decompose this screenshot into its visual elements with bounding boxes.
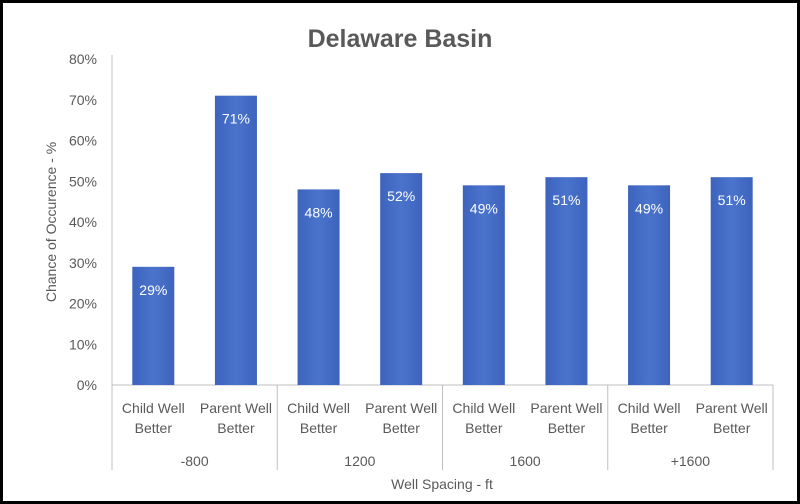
category-label: Better <box>548 420 586 436</box>
category-label: Better <box>465 420 503 436</box>
y-tick-label: 70% <box>69 92 97 108</box>
chart-title: Delaware Basin <box>308 25 493 53</box>
data-label: 29% <box>139 282 167 298</box>
group-label: 1600 <box>510 453 541 469</box>
y-tick-label: 30% <box>69 255 97 271</box>
category-label: Child Well <box>618 400 681 416</box>
y-tick-label: 60% <box>69 133 97 149</box>
data-label: 52% <box>387 188 415 204</box>
category-label: Better <box>300 420 338 436</box>
data-label: 71% <box>222 111 250 127</box>
category-label: Child Well <box>452 400 515 416</box>
category-label: Parent Well <box>365 400 437 416</box>
y-tick-label: 80% <box>69 51 97 67</box>
category-label: Parent Well <box>696 400 768 416</box>
data-label: 49% <box>470 200 498 216</box>
category-label: Better <box>383 420 421 436</box>
y-tick-label: 20% <box>69 296 97 312</box>
category-label: Better <box>217 420 255 436</box>
bar <box>132 266 175 385</box>
bar <box>380 173 423 385</box>
group-label: 1200 <box>344 453 375 469</box>
bar <box>297 189 340 385</box>
bar <box>214 95 257 386</box>
bar <box>462 185 505 385</box>
y-tick-label: 50% <box>69 173 97 189</box>
data-label: 49% <box>635 200 663 216</box>
category-label: Parent Well <box>200 400 272 416</box>
category-label: Parent Well <box>530 400 602 416</box>
bar <box>628 185 671 385</box>
x-axis-title: Well Spacing - ft <box>391 476 493 492</box>
category-label: Child Well <box>122 400 185 416</box>
data-label: 48% <box>305 204 333 220</box>
category-label: Better <box>135 420 173 436</box>
chart-frame: Delaware Basin Chance of Occurence - % W… <box>3 3 797 501</box>
y-tick-label: 10% <box>69 336 97 352</box>
group-label: -800 <box>181 453 209 469</box>
y-tick-label: 0% <box>77 377 97 393</box>
data-label: 51% <box>718 192 746 208</box>
group-label: +1600 <box>671 453 711 469</box>
category-label: Better <box>713 420 751 436</box>
y-tick-label: 40% <box>69 214 97 230</box>
bar <box>545 177 588 385</box>
data-label: 51% <box>552 192 580 208</box>
category-label: Child Well <box>287 400 350 416</box>
y-axis-title: Chance of Occurence - % <box>43 142 59 302</box>
category-label: Better <box>630 420 668 436</box>
bar <box>710 177 753 385</box>
